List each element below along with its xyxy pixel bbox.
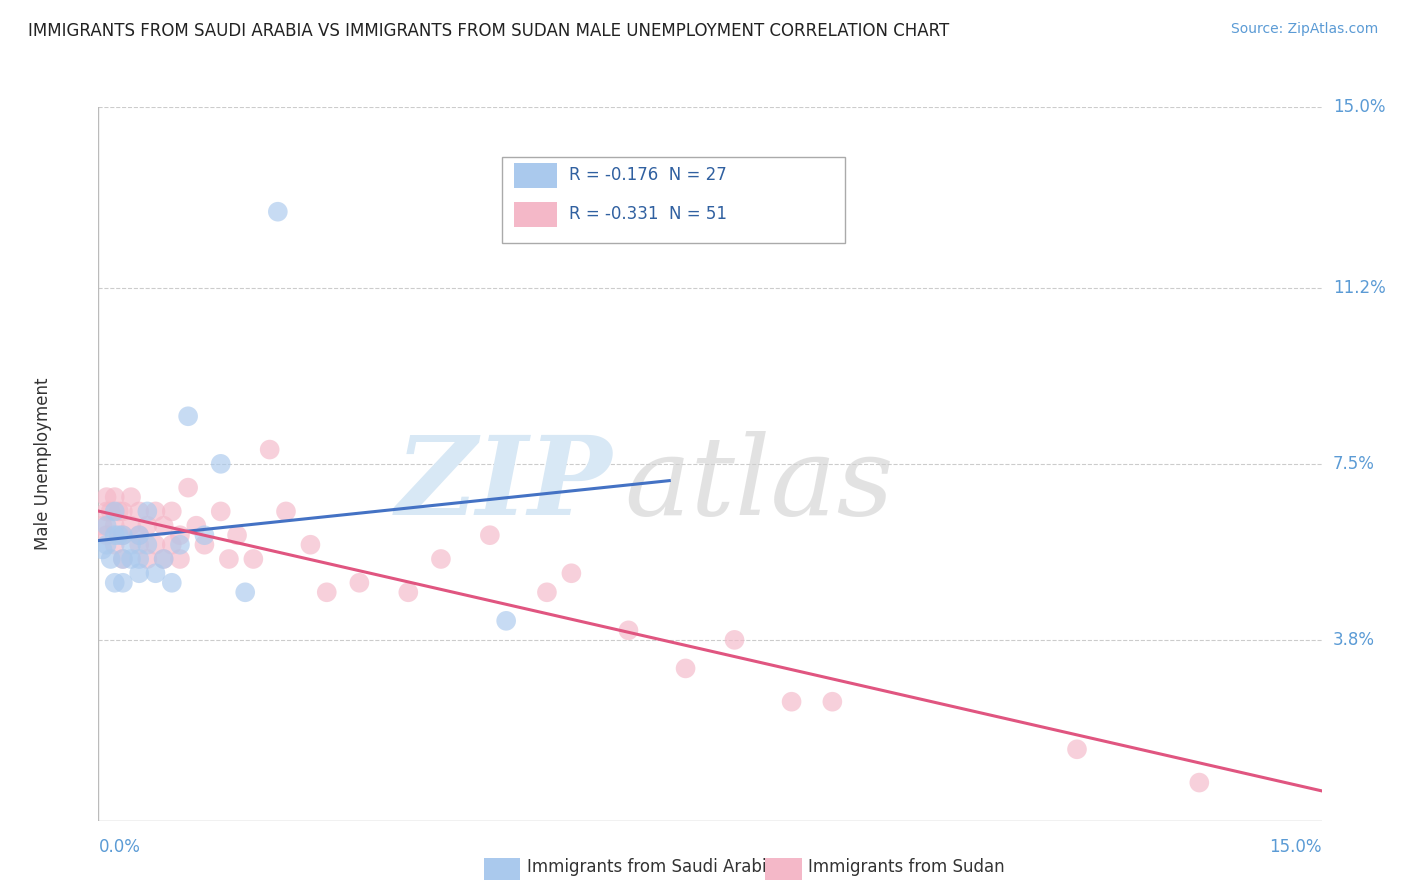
Text: Immigrants from Sudan: Immigrants from Sudan: [808, 858, 1004, 876]
Point: [233, 585, 256, 599]
Point: [160, 504, 183, 518]
Point: [1188, 775, 1211, 789]
Point: [675, 661, 697, 675]
Point: [209, 457, 232, 471]
FancyBboxPatch shape: [484, 858, 520, 880]
Point: [104, 518, 127, 533]
Point: [96, 504, 118, 518]
Point: [145, 566, 167, 581]
Point: [120, 552, 142, 566]
Point: [104, 504, 127, 518]
Point: [111, 575, 134, 590]
Point: [96, 490, 118, 504]
Point: [120, 538, 142, 552]
Point: [177, 481, 200, 495]
Point: [128, 504, 150, 518]
Text: Male Unemployment: Male Unemployment: [34, 377, 52, 550]
Point: [186, 518, 208, 533]
Point: [226, 528, 249, 542]
Point: [136, 518, 159, 533]
Point: [128, 528, 150, 542]
Point: [120, 490, 142, 504]
Point: [111, 528, 134, 542]
Point: [96, 518, 118, 533]
FancyBboxPatch shape: [515, 202, 557, 227]
Point: [430, 552, 453, 566]
Text: 11.2%: 11.2%: [1333, 279, 1385, 297]
Point: [1066, 742, 1088, 756]
Point: [274, 504, 297, 518]
Point: [821, 695, 844, 709]
Point: [104, 528, 127, 542]
Text: atlas: atlas: [624, 432, 894, 539]
Point: [169, 538, 191, 552]
Point: [128, 552, 150, 566]
Point: [145, 538, 167, 552]
Point: [128, 566, 150, 581]
Text: 0.0%: 0.0%: [98, 838, 141, 856]
Point: [267, 204, 290, 219]
Point: [617, 624, 640, 638]
Point: [91, 518, 114, 533]
Point: [152, 518, 174, 533]
Point: [169, 552, 191, 566]
Point: [299, 538, 322, 552]
Point: [193, 538, 215, 552]
Text: Immigrants from Saudi Arabia: Immigrants from Saudi Arabia: [526, 858, 776, 876]
Point: [108, 504, 131, 518]
Point: [108, 528, 131, 542]
Point: [136, 552, 159, 566]
Point: [111, 552, 134, 566]
Point: [242, 552, 264, 566]
Point: [160, 538, 183, 552]
Point: [91, 542, 114, 557]
Point: [104, 575, 127, 590]
Point: [100, 504, 122, 518]
Point: [104, 538, 127, 552]
FancyBboxPatch shape: [515, 162, 557, 187]
Point: [315, 585, 337, 599]
Point: [152, 552, 174, 566]
Point: [536, 585, 558, 599]
Text: ZIP: ZIP: [395, 432, 612, 539]
Point: [111, 528, 134, 542]
Point: [177, 409, 200, 424]
Point: [96, 528, 118, 542]
Text: R = -0.331  N = 51: R = -0.331 N = 51: [569, 205, 727, 223]
Point: [349, 575, 371, 590]
Point: [495, 614, 517, 628]
Text: 15.0%: 15.0%: [1333, 98, 1385, 116]
Point: [104, 490, 127, 504]
Point: [136, 538, 159, 552]
Point: [193, 528, 215, 542]
Point: [145, 504, 167, 518]
Point: [120, 518, 142, 533]
FancyBboxPatch shape: [765, 858, 801, 880]
Point: [128, 528, 150, 542]
Point: [396, 585, 419, 599]
Point: [169, 528, 191, 542]
Point: [128, 538, 150, 552]
Point: [780, 695, 803, 709]
Point: [723, 632, 745, 647]
Point: [218, 552, 240, 566]
Point: [136, 504, 159, 518]
Text: IMMIGRANTS FROM SAUDI ARABIA VS IMMIGRANTS FROM SUDAN MALE UNEMPLOYMENT CORRELAT: IMMIGRANTS FROM SAUDI ARABIA VS IMMIGRAN…: [28, 22, 949, 40]
Point: [152, 552, 174, 566]
Point: [209, 504, 232, 518]
Text: 3.8%: 3.8%: [1333, 631, 1375, 648]
Point: [560, 566, 582, 581]
Point: [96, 538, 118, 552]
Point: [111, 504, 134, 518]
Text: 15.0%: 15.0%: [1270, 838, 1322, 856]
Point: [160, 575, 183, 590]
Text: Source: ZipAtlas.com: Source: ZipAtlas.com: [1230, 22, 1378, 37]
Point: [478, 528, 501, 542]
FancyBboxPatch shape: [502, 157, 845, 243]
Point: [100, 552, 122, 566]
Text: R = -0.176  N = 27: R = -0.176 N = 27: [569, 166, 727, 184]
Text: 7.5%: 7.5%: [1333, 455, 1375, 473]
Point: [259, 442, 281, 457]
Point: [111, 552, 134, 566]
